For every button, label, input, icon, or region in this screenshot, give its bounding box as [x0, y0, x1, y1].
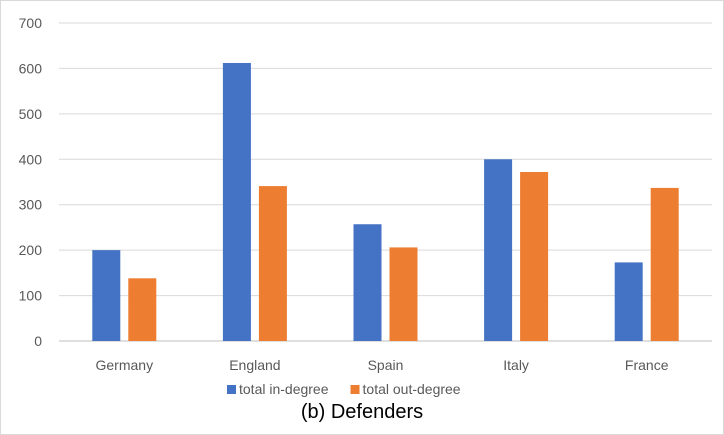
x-tick-label: England: [229, 357, 280, 373]
bar-total-out-degree-spain: [389, 247, 418, 341]
bar-total-out-degree-england: [258, 186, 287, 341]
y-tick-label: 0: [34, 333, 42, 349]
x-tick-label: Germany: [96, 357, 154, 373]
y-tick-label: 400: [19, 151, 43, 167]
y-tick-label: 600: [19, 60, 43, 76]
y-axis-ticks: 0 100 200 300 400 500 600 700: [19, 15, 43, 349]
bar-total-in-degree-germany: [92, 250, 121, 341]
bar-total-in-degree-france: [614, 262, 643, 341]
bars: [92, 62, 679, 341]
gridlines: [59, 22, 712, 342]
legend-swatch: [227, 385, 236, 394]
bar-total-out-degree-france: [650, 187, 679, 341]
bar-total-out-degree-italy: [520, 172, 549, 341]
y-tick-label: 200: [19, 242, 43, 258]
legend: total in-degree total out-degree: [227, 381, 461, 397]
bar-total-in-degree-spain: [353, 224, 382, 341]
bar-total-out-degree-germany: [128, 278, 157, 341]
x-tick-label: Spain: [368, 357, 404, 373]
legend-label: total out-degree: [363, 381, 461, 397]
bar-chart: 0 100 200 300 400 500 600 700 Germany England Spa…: [19, 15, 712, 397]
y-tick-label: 700: [19, 15, 43, 31]
y-tick-label: 100: [19, 288, 43, 304]
y-tick-label: 300: [19, 197, 43, 213]
x-axis-ticks: Germany England Spain Italy France: [96, 357, 669, 373]
bar-total-in-degree-england: [222, 62, 251, 341]
legend-swatch: [350, 385, 360, 394]
bar-total-in-degree-italy: [484, 159, 513, 341]
x-tick-label: Italy: [503, 357, 529, 373]
chart-caption: (b) Defenders: [300, 401, 424, 423]
y-tick-label: 500: [19, 106, 43, 122]
legend-label: total in-degree: [239, 381, 329, 397]
x-tick-label: France: [625, 357, 669, 373]
